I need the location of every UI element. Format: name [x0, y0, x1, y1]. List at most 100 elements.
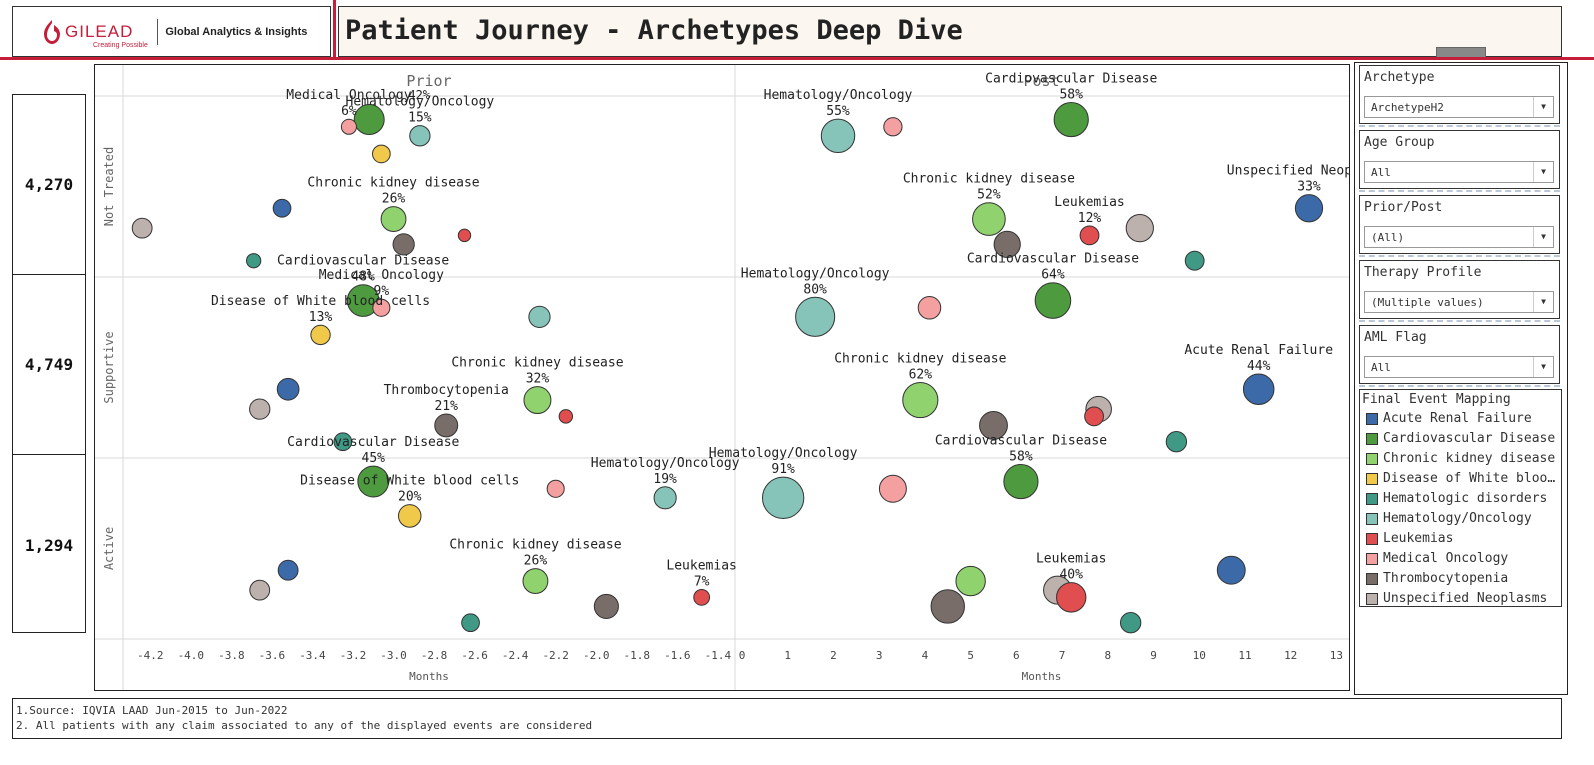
legend: Final Event Mapping Acute Renal Failure … — [1359, 389, 1562, 607]
bubble-label: Cardiovascular Disease — [985, 71, 1157, 86]
chevron-down-icon[interactable]: ▼ — [1533, 357, 1553, 377]
legend-item[interactable]: Unspecified Neoplasms — [1366, 591, 1559, 606]
legend-label: Unspecified Neoplasms — [1383, 591, 1548, 606]
legend-item[interactable]: Medical Oncology — [1366, 551, 1559, 566]
bubble-label: Chronic kidney disease — [903, 172, 1075, 187]
bubble-pct: 20% — [398, 490, 422, 505]
bubble — [979, 410, 1008, 440]
bubble-label: Cardiovascular Disease — [935, 433, 1107, 448]
legend-item[interactable]: Thrombocytopenia — [1366, 571, 1559, 586]
title-bar: Patient Journey - Archetypes Deep Dive — [338, 6, 1562, 58]
bubble — [972, 202, 1006, 236]
bubble — [993, 230, 1021, 259]
bubble — [272, 198, 292, 218]
chevron-down-icon[interactable]: ▼ — [1533, 162, 1553, 182]
chevron-down-icon[interactable]: ▼ — [1533, 97, 1553, 117]
selected-value: (Multiple values) — [1371, 296, 1484, 309]
legend-item[interactable]: Chronic kidney disease — [1366, 451, 1559, 466]
bubble — [1034, 282, 1072, 319]
bubble-label: Leukemias — [1054, 195, 1124, 210]
chevron-down-icon[interactable]: ▼ — [1533, 292, 1553, 312]
bubble-pct: 21% — [434, 399, 458, 414]
legend-swatch — [1366, 472, 1378, 485]
footnote: 2. All patients with any claim associate… — [16, 719, 593, 732]
bubble — [372, 144, 391, 164]
legend-item[interactable]: Leukemias — [1366, 531, 1559, 546]
age-group-select[interactable]: All ▼ — [1364, 161, 1554, 183]
tick-label: 8 — [1104, 649, 1111, 662]
tick-label: 13 — [1330, 649, 1343, 662]
bubble — [1084, 406, 1104, 427]
filter-archetype: Archetype ArchetypeH2 ▼ — [1359, 65, 1560, 124]
total-supportive: 4,749 — [13, 275, 85, 455]
tick-label: 6 — [1013, 649, 1020, 662]
chevron-down-icon[interactable]: ▼ — [1533, 227, 1553, 247]
bubble-pct: 80% — [803, 282, 827, 297]
bubble-pct: 40% — [1059, 568, 1083, 583]
bubble — [457, 228, 472, 243]
bubble-pct: 33% — [1297, 180, 1321, 195]
bubble — [249, 579, 271, 601]
bubble-pct: 52% — [977, 188, 1001, 203]
bubble-pct: 44% — [1247, 359, 1271, 374]
total-active: 1,294 — [24, 535, 74, 555]
prior-post-select[interactable]: (All) ▼ — [1364, 226, 1554, 248]
tick-label: -1.6 — [664, 649, 691, 662]
tick-label: 0 — [739, 649, 746, 662]
tick-label: -3.6 — [259, 649, 286, 662]
legend-item[interactable]: Hematology/Oncology — [1366, 511, 1559, 526]
tick-label: -2.0 — [583, 649, 610, 662]
bubble-pct: 26% — [524, 554, 548, 569]
legend-item[interactable]: Disease of White blood c.. — [1366, 471, 1559, 486]
bubble — [593, 593, 619, 619]
archetype-select[interactable]: ArchetypeH2 ▼ — [1364, 96, 1554, 118]
bubble — [1053, 101, 1089, 138]
bubble-label: Medical Oncology — [319, 268, 444, 283]
legend-label: Cardiovascular Disease — [1383, 431, 1556, 446]
bubble — [1003, 463, 1039, 500]
legend-item[interactable]: Acute Renal Failure — [1366, 411, 1559, 426]
bubble — [878, 474, 907, 503]
therapy-profile-select[interactable]: (Multiple values) ▼ — [1364, 291, 1554, 313]
bubble-label: Hematology/Oncology — [591, 456, 740, 471]
divider — [1359, 190, 1560, 192]
bubble — [1056, 582, 1087, 613]
legend-swatch — [1366, 492, 1378, 505]
bubble-pct: 42% — [408, 88, 430, 102]
legend-label: Hematologic disorders — [1383, 491, 1548, 506]
tick-label: -3.4 — [299, 649, 326, 662]
legend-swatch — [1366, 552, 1378, 565]
bubble — [917, 295, 942, 320]
tick-label: -3.2 — [340, 649, 367, 662]
bubble-label: Cardiovascular Disease — [287, 435, 459, 450]
bubble-pct: 6% — [341, 104, 357, 119]
legend-title: Final Event Mapping — [1362, 392, 1511, 407]
bubble — [434, 413, 459, 438]
bubble — [372, 298, 391, 317]
filter-label: Prior/Post — [1364, 200, 1443, 215]
bubble-chart: Prior Post Not Treated Supportive Active -4.2… — [94, 64, 1391, 691]
tick-label: -2.4 — [502, 649, 529, 662]
bubble — [528, 305, 551, 328]
panel-header-prior: Prior — [406, 72, 451, 90]
bubble — [1242, 373, 1275, 405]
bubble-pct: 7% — [694, 574, 710, 589]
aml-flag-select[interactable]: All ▼ — [1364, 356, 1554, 378]
bubble-label: Disease of White blood cells — [211, 294, 430, 309]
tick-label: -1.8 — [624, 649, 651, 662]
axis-label: Months — [1022, 670, 1062, 683]
filter-label: Archetype — [1364, 70, 1435, 85]
legend-label: Medical Oncology — [1383, 551, 1509, 566]
legend-item[interactable]: Cardiovascular Disease — [1366, 431, 1559, 446]
bubble-label: Medical Oncology — [286, 88, 411, 103]
logo-tagline: Creating Possible — [93, 42, 148, 49]
bubble — [357, 465, 390, 498]
tick-label: 7 — [1059, 649, 1066, 662]
bubble — [1119, 612, 1142, 634]
footnote: 1.Source: IQVIA LAAD Jun-2015 to Jun-202… — [16, 704, 288, 717]
bubble — [310, 324, 331, 346]
panel-header-post: Post — [1023, 72, 1059, 90]
bubble — [246, 253, 262, 269]
legend-item[interactable]: Hematologic disorders — [1366, 491, 1559, 506]
tick-label: 9 — [1150, 649, 1157, 662]
